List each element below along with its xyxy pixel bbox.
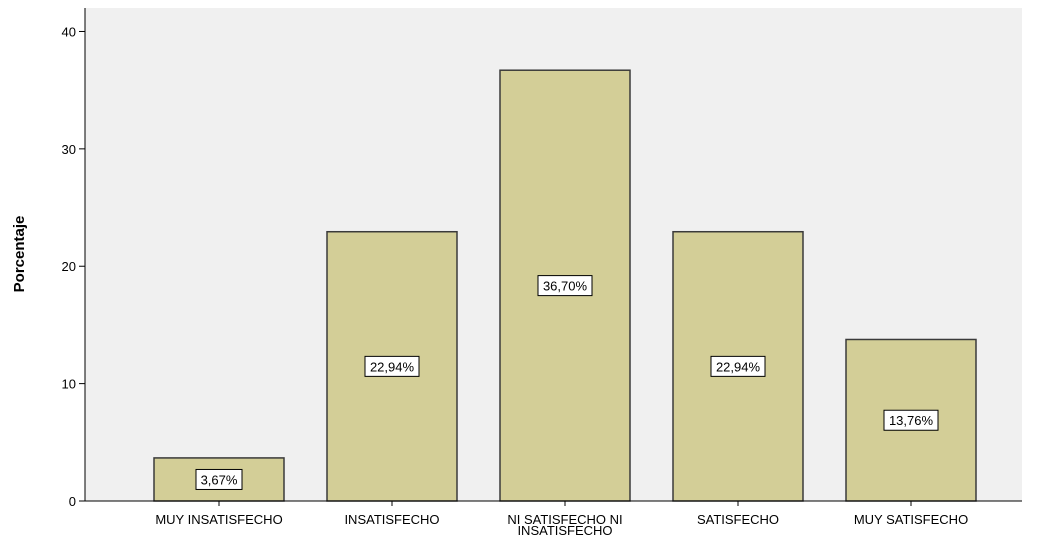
- y-axis-title: Porcentaje: [11, 216, 28, 293]
- data-label-box: [883, 409, 939, 431]
- data-label: 22,94%: [370, 359, 415, 374]
- data-label: 13,76%: [889, 413, 934, 428]
- data-label-box: [710, 355, 766, 377]
- y-tick-label: 10: [62, 377, 76, 392]
- x-tick-label: MUY INSATISFECHO: [155, 512, 282, 527]
- data-label-box: [195, 468, 243, 490]
- y-tick-label: 40: [62, 24, 76, 39]
- x-labels-layer: MUY INSATISFECHO INSATISFECHO NI SATISFECH…: [155, 501, 968, 537]
- x-tick-label: NI SATISFECHO NI: [507, 512, 622, 527]
- y-ticks-layer: 0 10 20 30 40: [62, 24, 85, 509]
- x-tick-label: INSATISFECHO: [517, 523, 612, 537]
- y-tick-label: 30: [62, 142, 76, 157]
- data-label-box: [537, 275, 593, 297]
- y-tick-label: 20: [62, 259, 76, 274]
- data-label: 22,94%: [716, 359, 761, 374]
- x-tick-label: SATISFECHO: [697, 512, 779, 527]
- data-label: 3,67%: [201, 472, 238, 487]
- data-label-box: [364, 355, 420, 377]
- x-tick-label: INSATISFECHO: [344, 512, 439, 527]
- x-tick-label: MUY SATISFECHO: [854, 512, 968, 527]
- y-tick-label: 0: [69, 494, 76, 509]
- data-labels-layer: 3,67% 22,94% 36,70% 22,94% 13,76%: [195, 275, 939, 490]
- data-label: 36,70%: [543, 279, 588, 294]
